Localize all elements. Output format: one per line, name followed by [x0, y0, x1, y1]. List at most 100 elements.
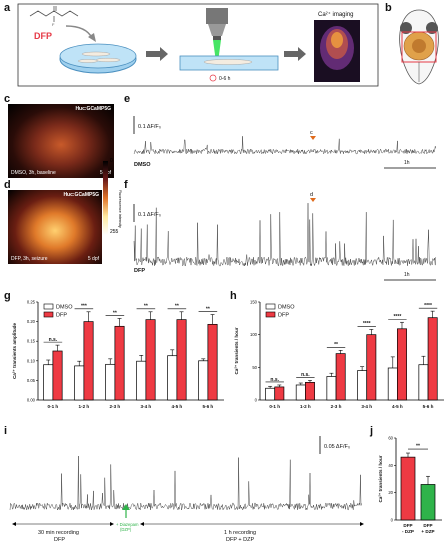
microscope-objective-icon	[206, 8, 228, 40]
panel-h-chart: 0 50 100 150 Ca²⁺ transients / hour n.s. 0-1 h…	[234, 300, 444, 409]
calcium-trace-dmso	[133, 136, 436, 155]
y-tick-label: 100	[250, 332, 258, 337]
y-tick-label: 0.20	[27, 319, 36, 324]
line-label: Huc:GCaMP5G	[63, 192, 99, 198]
bar	[420, 484, 436, 521]
significance-label: n.s.	[49, 337, 58, 343]
bar-dmso	[74, 365, 85, 401]
bar-dfp	[427, 317, 438, 401]
x-tick-label: + DZP	[421, 529, 434, 534]
y-tick-label: 20	[388, 490, 393, 495]
legend-label: DMSO	[278, 305, 295, 311]
x-tick-label: - DZP	[402, 529, 414, 534]
panel-a-frame	[17, 3, 379, 87]
panel-i-trace: 0.05 ΔF/F₀ + Diazepam (DZP) 30 min recor…	[9, 436, 364, 543]
event-marker-label: d	[310, 192, 313, 198]
bar-dmso	[43, 364, 54, 401]
process-arrow-icon	[284, 47, 306, 61]
y-tick-label: 50	[252, 365, 257, 370]
legend-label: DFP	[278, 313, 289, 319]
panel-a-schematic: F DFP 0-6 h Ca²⁺ imaging	[17, 3, 379, 87]
legend-swatch	[43, 311, 54, 318]
significance-label: **	[334, 342, 338, 348]
significance-label: **	[113, 310, 117, 316]
x-tick-label: DFP	[423, 523, 432, 528]
bar-dfp	[114, 325, 125, 401]
significance-label: **	[144, 304, 148, 310]
panel-letter-b: b	[385, 2, 392, 14]
dfp-drug-label: DFP	[34, 31, 52, 41]
larva-icon	[81, 51, 111, 57]
left-caption: 30 min recording	[38, 530, 79, 536]
bar	[400, 456, 416, 521]
x-tick-label: 1-2 h	[79, 404, 90, 409]
significance-label: ****	[424, 303, 432, 309]
significance-label: ****	[393, 314, 401, 320]
y-tick-label: 0.00	[27, 398, 36, 403]
significance-label: n.s.	[270, 377, 279, 383]
x-tick-label: 5-6 h	[423, 404, 434, 409]
event-marker-icon	[310, 198, 316, 202]
bar-dfp	[83, 321, 94, 401]
larva-icon	[77, 59, 99, 63]
condition-label: DFP, 3h, seizure	[11, 256, 48, 262]
panel-d-brain-image: Huc:GCaMP5G DFP, 3h, seizure 5 dpf	[8, 190, 102, 264]
excitation-light-icon	[213, 40, 221, 62]
x-tick-label: 2-3 h	[331, 404, 342, 409]
legend-swatch	[43, 303, 54, 310]
condition-label: DMSO, 3h, baseline	[11, 170, 56, 176]
drug-note: (DZP)	[120, 527, 132, 532]
bar-dfp	[274, 386, 285, 401]
bar-dmso	[265, 387, 276, 401]
calcium-trace-dfp	[133, 203, 436, 267]
process-arrow-icon	[146, 47, 168, 61]
bar-dfp	[52, 350, 63, 401]
panel-f-trace: 0.1 ΔF/F₀ d DFP 1h	[133, 192, 436, 281]
dfp-molecule-icon: F	[29, 6, 79, 27]
bar-dfp	[176, 319, 187, 401]
bar-dmso	[357, 370, 368, 401]
significance-label: **	[416, 444, 420, 450]
bar-dmso	[418, 364, 429, 401]
significance-label: n.s.	[301, 372, 310, 378]
legend-swatch	[265, 303, 276, 310]
age-label: 5 dpf	[87, 256, 99, 262]
panel-g-chart: 0.00 0.05 0.10 0.15 0.20 0.25 Ca²⁺ transients …	[12, 300, 224, 409]
time-label: 0-6 h	[219, 76, 231, 82]
bar-dmso	[105, 363, 116, 401]
panel-letter-h: h	[230, 290, 237, 302]
time-scale-label: 1h	[404, 160, 410, 166]
y-tick-label: 0	[391, 518, 394, 523]
x-tick-label: 2-3 h	[110, 404, 121, 409]
time-scale-label: 1h	[404, 272, 410, 278]
eye-icon	[400, 22, 412, 34]
legend-label: DFP	[56, 313, 67, 319]
legend-label: DMSO	[56, 305, 73, 311]
arrow-into-dish-icon	[65, 25, 93, 39]
x-tick-label: 0-1 h	[269, 404, 280, 409]
larva-icon	[95, 58, 121, 63]
trace-label: DFP	[134, 268, 145, 274]
left-caption: DFP	[54, 537, 65, 543]
panel-letter-g: g	[4, 290, 11, 302]
bar-dfp	[397, 328, 407, 401]
y-tick-label: 60	[388, 436, 393, 441]
bar-dfp	[366, 334, 377, 401]
bar-dfp	[145, 319, 156, 401]
right-caption: 1 h recording	[224, 530, 256, 536]
bar-dmso	[295, 384, 306, 401]
panel-c-brain-image: Huc:GCaMP5G DMSO, 3h, baseline 5 dpf	[8, 104, 114, 178]
svg-text:F: F	[52, 22, 55, 27]
scale-label: 0.1 ΔF/F₀	[138, 212, 161, 218]
colorbar-max-label: 255	[110, 229, 119, 235]
right-caption: DFP + DZP	[226, 537, 255, 543]
bar-dmso	[326, 376, 337, 401]
event-marker-label: c	[310, 130, 313, 136]
y-tick-label: 0.05	[27, 378, 36, 383]
scale-label: 0.1 ΔF/F₀	[138, 124, 161, 130]
y-tick-label: 0	[255, 398, 258, 403]
x-tick-label: 4-5 h	[392, 404, 403, 409]
panel-letter-i: i	[4, 425, 8, 437]
clock-icon	[209, 74, 217, 82]
